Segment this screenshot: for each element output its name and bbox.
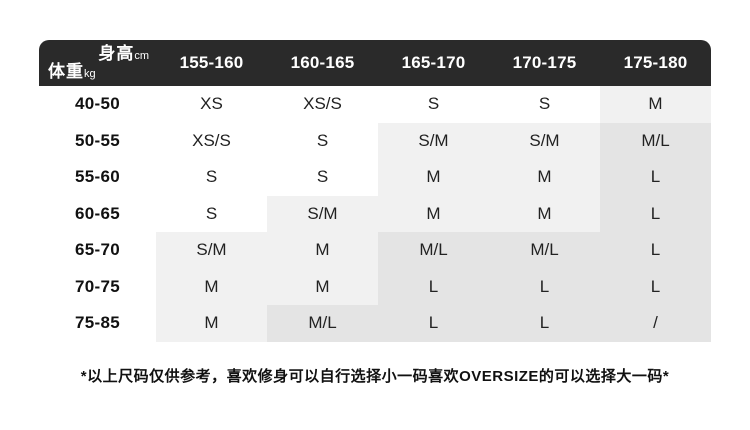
row-label-weight: 40-50 (75, 94, 120, 114)
size-cell: S/M (378, 122, 489, 159)
size-cell: M (489, 159, 600, 196)
table-row: 40-50 XS XS/S S S M (39, 86, 711, 123)
size-cell: M (378, 159, 489, 196)
row-label-weight: 65-70 (75, 240, 120, 260)
table-body: 40-50 XS XS/S S S M 50-55 XS/S S S/M S/M M/L 55-60 S S… (39, 86, 711, 342)
height-unit: cm (134, 49, 149, 62)
size-cell: / (600, 305, 711, 342)
height-label: 身高 (98, 43, 135, 63)
weight-axis-label: 体重kg (48, 61, 149, 82)
size-cell: M/L (378, 232, 489, 269)
height-axis-label: 身高cm (48, 43, 149, 64)
size-cell: S (205, 203, 218, 223)
size-cell: XS/S (192, 130, 231, 150)
size-cell: S/M (267, 195, 378, 232)
size-cell: M (600, 86, 711, 123)
size-cell: M (267, 268, 378, 305)
footnote: *以上尺码仅供参考，喜欢修身可以自行选择小一码喜欢OVERSIZE的可以选择大一… (80, 367, 670, 385)
size-cell: S (316, 167, 329, 187)
size-cell: S/M (156, 232, 267, 269)
size-cell: L (600, 159, 711, 196)
col-header-160-165: 160-165 (290, 53, 355, 72)
row-label-weight: 70-75 (75, 276, 120, 296)
size-cell: XS (200, 94, 223, 114)
col-header-165-170: 165-170 (401, 53, 466, 72)
row-label-weight: 60-65 (75, 203, 120, 223)
size-cell: M/L (600, 122, 711, 159)
col-header-155-160: 155-160 (179, 53, 244, 72)
size-cell: L (600, 195, 711, 232)
size-cell: S/M (489, 122, 600, 159)
table-row: 50-55 XS/S S S/M S/M M/L (39, 122, 711, 159)
size-cell: L (600, 268, 711, 305)
size-cell: S (205, 167, 218, 187)
size-cell: S (538, 94, 551, 114)
size-cell: M (156, 268, 267, 305)
size-cell: XS/S (303, 94, 342, 114)
size-cell: M (156, 305, 267, 342)
weight-label: 体重 (48, 61, 84, 81)
col-header-175-180: 175-180 (623, 53, 688, 72)
size-cell: M/L (267, 305, 378, 342)
table-row: 75-85 M M/L L L / (39, 305, 711, 342)
table-row: 65-70 S/M M M/L M/L L (39, 232, 711, 269)
size-cell: L (600, 232, 711, 269)
size-cell: L (489, 268, 600, 305)
col-header-170-175: 170-175 (512, 53, 577, 72)
header-corner-cell: 身高cm 体重kg (39, 40, 156, 86)
size-cell: S (316, 130, 329, 150)
weight-unit: kg (84, 67, 96, 80)
size-cell: M (378, 195, 489, 232)
row-label-weight: 55-60 (75, 167, 120, 187)
size-table: 身高cm 体重kg 155-160 160-165 165-170 170-175 17… (39, 40, 711, 342)
size-cell: L (489, 305, 600, 342)
size-cell: M (267, 232, 378, 269)
table-row: 55-60 S S M M L (39, 159, 711, 196)
table-header: 身高cm 体重kg 155-160 160-165 165-170 170-175 17… (39, 40, 711, 86)
row-label-weight: 75-85 (75, 313, 120, 333)
size-cell: L (378, 268, 489, 305)
table-row: 60-65 S S/M M M L (39, 195, 711, 232)
size-cell: L (378, 305, 489, 342)
table-row: 70-75 M M L L L (39, 268, 711, 305)
row-label-weight: 50-55 (75, 130, 120, 150)
size-cell: M (489, 195, 600, 232)
size-cell: M/L (489, 232, 600, 269)
size-cell: S (427, 94, 440, 114)
